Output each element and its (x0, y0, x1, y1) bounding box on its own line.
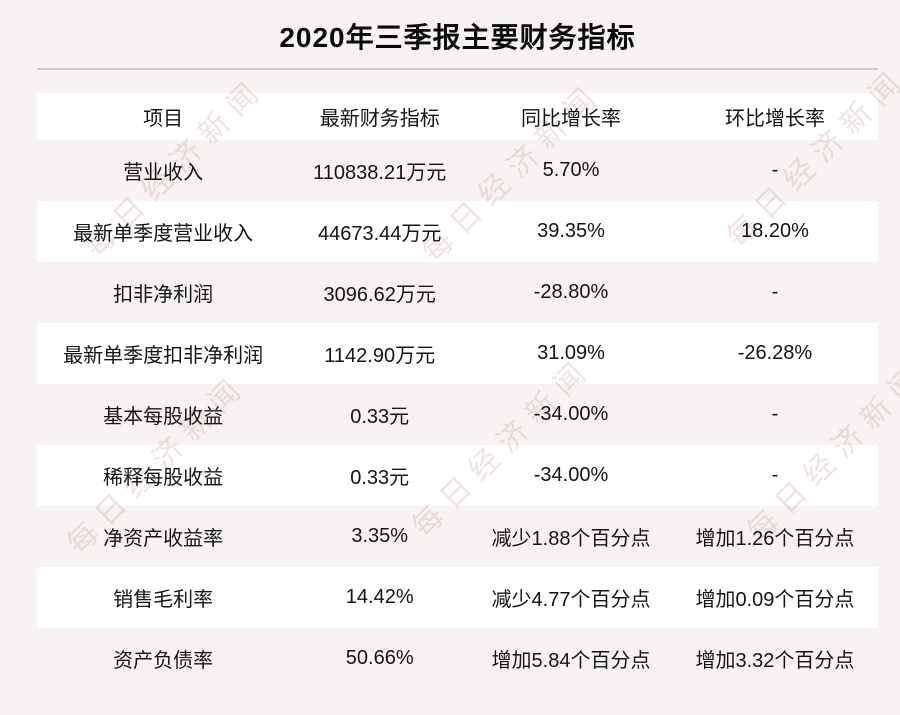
table-row: 营业收入 110838.21万元 5.70% - (37, 140, 878, 201)
cell-value: - (771, 464, 779, 486)
table-cell: - (672, 445, 878, 506)
table-cell: 营业收入 (37, 140, 289, 201)
cell-value: 14.42% (345, 586, 414, 608)
table-row: 资产负债率 50.66% 增加5.84个百分点 增加3.32个百分点 (37, 628, 878, 689)
cell-value: 18.20% (741, 220, 809, 242)
table-cell: 44673.44万元 (289, 201, 470, 262)
table-cell: 110838.21万元 (289, 140, 470, 201)
column-header-label: 项目 (143, 108, 184, 130)
cell-value: 39.35% (537, 220, 605, 242)
cell-value: -34.00% (533, 464, 609, 486)
table-cell: 3.35% (289, 506, 470, 567)
cell-value: 5.70% (542, 159, 600, 181)
table-cell: 扣非净利润 (37, 262, 289, 323)
table-row: 基本每股收益 0.33元 -34.00% - (37, 384, 878, 445)
table-cell: - (672, 140, 878, 201)
cell-value: -28.80% (533, 281, 609, 303)
column-header-label: 最新财务指标 (319, 108, 440, 130)
table-cell: 增加5.84个百分点 (470, 628, 672, 689)
table-cell: 减少1.88个百分点 (470, 506, 672, 567)
cell-value: 44673.44万元 (317, 223, 442, 245)
cell-value: - (771, 281, 779, 303)
column-header-label: 同比增长率 (521, 108, 622, 130)
table-cell: 增加0.09个百分点 (672, 567, 878, 628)
row-label: 基本每股收益 (103, 406, 224, 428)
table-cell: 5.70% (470, 140, 672, 201)
table-cell: 增加1.26个百分点 (672, 506, 878, 567)
table-row: 稀释每股收益 0.33元 -34.00% - (37, 445, 878, 506)
table-cell: 14.42% (289, 567, 470, 628)
table-row: 净资产收益率 3.35% 减少1.88个百分点 增加1.26个百分点 (37, 506, 878, 567)
table-cell: 0.33元 (289, 445, 470, 506)
column-header-latest: 最新财务指标 (289, 93, 470, 140)
row-label: 扣非净利润 (113, 284, 214, 306)
table-cell: 基本每股收益 (37, 384, 289, 445)
table-cell: 稀释每股收益 (37, 445, 289, 506)
table-cell: -26.28% (672, 323, 878, 384)
cell-value: 1142.90万元 (324, 345, 436, 367)
table-cell: 1142.90万元 (289, 323, 470, 384)
cell-value: -34.00% (533, 403, 609, 425)
table-row: 销售毛利率 14.42% 减少4.77个百分点 增加0.09个百分点 (37, 567, 878, 628)
table-cell: 50.66% (289, 628, 470, 689)
column-header-item: 项目 (37, 93, 289, 140)
row-label: 销售毛利率 (113, 589, 214, 611)
cell-value: 0.33元 (350, 467, 410, 489)
cell-value: 31.09% (537, 342, 605, 364)
row-label: 营业收入 (123, 162, 204, 184)
table-cell: -34.00% (470, 384, 672, 445)
cell-value: 110838.21万元 (313, 162, 447, 184)
table-cell: - (672, 384, 878, 445)
table-cell: 18.20% (672, 201, 878, 262)
cell-value: 0.33元 (350, 406, 410, 428)
table-cell: 最新单季度营业收入 (37, 201, 289, 262)
table-row: 扣非净利润 3096.62万元 -28.80% - (37, 262, 878, 323)
cell-value: 增加0.09个百分点 (695, 589, 855, 611)
cell-value: - (771, 159, 779, 181)
table-cell: -34.00% (470, 445, 672, 506)
column-header-qoq: 环比增长率 (672, 93, 878, 140)
cell-value: 减少1.88个百分点 (491, 528, 651, 550)
cell-value: 3.35% (351, 525, 409, 547)
row-label: 净资产收益率 (103, 528, 224, 550)
table-cell: 资产负债率 (37, 628, 289, 689)
cell-value: 50.66% (345, 647, 414, 669)
row-label: 最新单季度营业收入 (73, 223, 254, 245)
table-cell: 0.33元 (289, 384, 470, 445)
financial-indicators-table: 项目 最新财务指标 同比增长率 环比增长率 营业收入 110838.21万元 5… (37, 93, 878, 689)
row-label: 稀释每股收益 (103, 467, 224, 489)
table-cell: 减少4.77个百分点 (470, 567, 672, 628)
column-header-yoy: 同比增长率 (470, 93, 672, 140)
table-cell: 3096.62万元 (289, 262, 470, 323)
cell-value: -26.28% (737, 342, 813, 364)
row-label: 资产负债率 (113, 650, 214, 672)
table-cell: 销售毛利率 (37, 567, 289, 628)
column-header-label: 环比增长率 (724, 108, 825, 130)
cell-value: 3096.62万元 (323, 284, 436, 306)
table-cell: 增加3.32个百分点 (672, 628, 878, 689)
table-cell: 39.35% (470, 201, 672, 262)
table-row: 最新单季度营业收入 44673.44万元 39.35% 18.20% (37, 201, 878, 262)
table-cell: -28.80% (470, 262, 672, 323)
cell-value: 减少4.77个百分点 (491, 589, 651, 611)
table-cell: 净资产收益率 (37, 506, 289, 567)
title-divider (37, 68, 878, 70)
table-cell: 最新单季度扣非净利润 (37, 323, 289, 384)
table-header-row: 项目 最新财务指标 同比增长率 环比增长率 (37, 93, 878, 140)
table-row: 最新单季度扣非净利润 1142.90万元 31.09% -26.28% (37, 323, 878, 384)
cell-value: 增加5.84个百分点 (491, 650, 651, 672)
row-label: 最新单季度扣非净利润 (63, 345, 264, 367)
table-cell: 31.09% (470, 323, 672, 384)
cell-value: 增加1.26个百分点 (695, 528, 855, 550)
table-cell: - (672, 262, 878, 323)
page-title: 2020年三季报主要财务指标 (279, 22, 636, 53)
cell-value: 增加3.32个百分点 (695, 650, 855, 672)
cell-value: - (771, 403, 779, 425)
